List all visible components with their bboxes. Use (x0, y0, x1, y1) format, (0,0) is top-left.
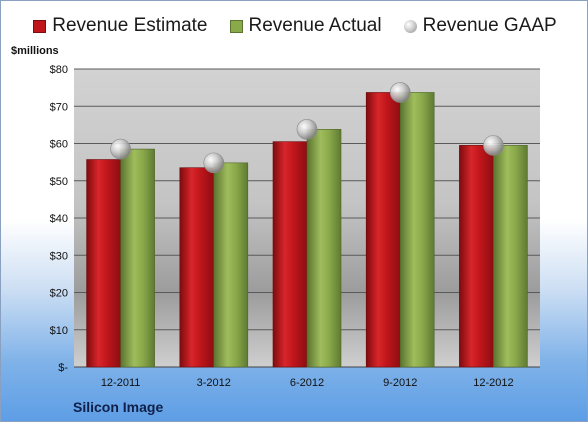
y-tick-label: $60 (50, 139, 68, 151)
y-tick-label: $- (58, 362, 68, 374)
legend: Revenue Estimate Revenue Actual Revenue … (1, 15, 587, 37)
bar-revenue-estimate (272, 141, 308, 368)
bars (86, 92, 528, 368)
company-name: Silicon Image (73, 399, 164, 415)
x-tick-label: 9-2012 (383, 377, 417, 389)
legend-item-actual: Revenue Actual (229, 15, 382, 37)
y-tick-label: $10 (50, 325, 68, 337)
marker-revenue-gaap (110, 138, 131, 160)
bar-revenue-actual (493, 145, 528, 368)
x-tick-label: 12-2011 (101, 377, 141, 389)
y-tick-label: $40 (50, 213, 68, 225)
y-tick-labels: $- $10 $20 $30 $40 $50 $60 $70 $80 (50, 64, 69, 374)
x-tick-labels: 12-2011 3-2012 6-2012 9-2012 12-2012 (101, 377, 514, 389)
bar-revenue-estimate (365, 92, 401, 368)
y-tick-label: $50 (50, 176, 68, 188)
bar-revenue-estimate (179, 167, 215, 368)
bar-revenue-estimate (459, 145, 494, 368)
bar-revenue-actual (213, 162, 249, 368)
marker-revenue-gaap (296, 119, 318, 140)
legend-swatch-estimate (33, 19, 47, 33)
legend-item-estimate: Revenue Estimate (33, 15, 208, 37)
bar-revenue-actual (399, 92, 435, 368)
bar-revenue-actual (306, 129, 342, 368)
legend-label-gaap: Revenue GAAP (422, 15, 557, 36)
legend-swatch-actual (229, 19, 243, 33)
legend-label-estimate: Revenue Estimate (52, 15, 208, 36)
bar-revenue-estimate (86, 159, 121, 368)
legend-swatch-gaap (403, 19, 417, 33)
x-tick-label: 12-2012 (473, 377, 513, 389)
gaap-markers (110, 82, 504, 174)
y-axis-unit-label: $millions (11, 45, 59, 57)
bar-revenue-actual (120, 148, 155, 368)
x-tick-label: 6-2012 (290, 377, 324, 389)
legend-item-gaap: Revenue GAAP (403, 15, 557, 37)
marker-revenue-gaap (483, 135, 504, 156)
marker-revenue-gaap (203, 152, 225, 174)
y-tick-label: $70 (50, 101, 68, 113)
y-tick-label: $80 (50, 64, 68, 76)
x-tick-label: 3-2012 (197, 377, 231, 389)
marker-revenue-gaap (389, 82, 411, 103)
y-tick-label: $30 (50, 250, 68, 262)
y-tick-label: $20 (50, 288, 68, 300)
legend-label-actual: Revenue Actual (248, 15, 382, 36)
